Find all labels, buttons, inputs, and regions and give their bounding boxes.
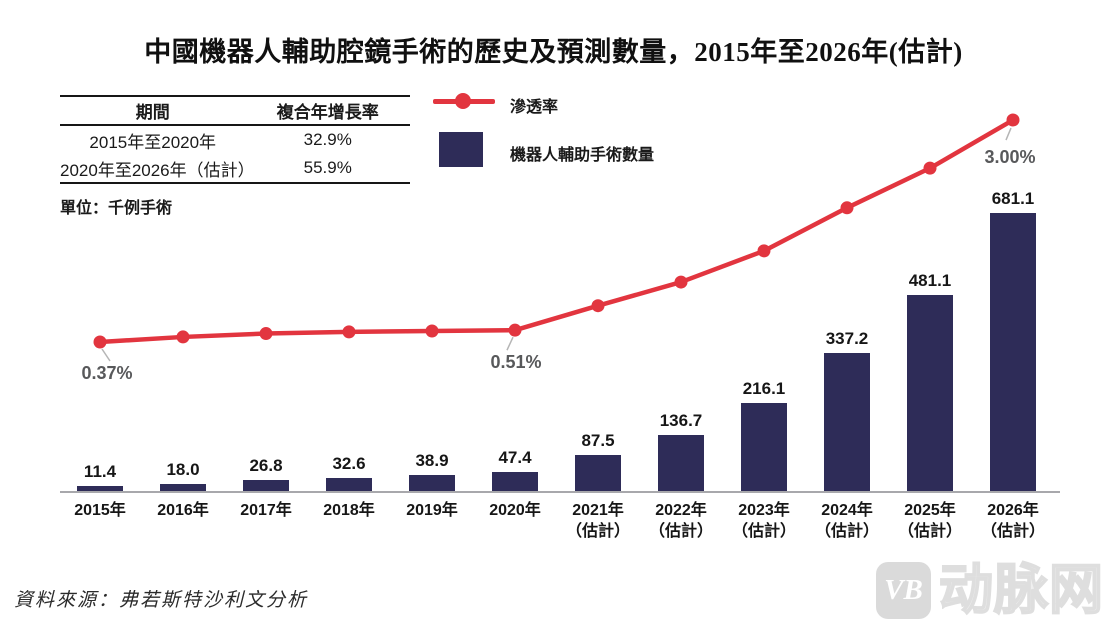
bar [824, 353, 870, 491]
x-axis-label: 2024年 （估計） [814, 502, 879, 540]
bar-value-label: 11.4 [83, 462, 117, 482]
line-point [757, 244, 771, 258]
penetration-rate-label: 0.37% [81, 363, 133, 383]
bar [77, 486, 123, 491]
bar [326, 477, 372, 491]
bar [990, 213, 1036, 491]
bar [575, 455, 621, 491]
x-axis-label: 2023年 （估計） [731, 502, 796, 540]
x-axis-label: 2019年 [406, 502, 458, 519]
line-point [674, 275, 688, 289]
x-axis-line [60, 491, 1060, 493]
bar [658, 435, 704, 491]
x-axis-label: 2025年 （估計） [897, 502, 962, 540]
bar-value-label: 32.6 [332, 453, 366, 473]
label-leader-line [101, 348, 111, 362]
x-axis-label: 2017年 [240, 502, 292, 519]
bar [492, 471, 538, 491]
bar [243, 480, 289, 491]
bar-value-label: 26.8 [249, 456, 283, 476]
chart-title: 中國機器人輔助腔鏡手術的歷史及預測數量，2015年至2026年(估計) [144, 37, 963, 67]
x-axis-label: 2018年 [323, 502, 375, 519]
bar [907, 294, 953, 491]
penetration-rate-label: 0.51% [490, 352, 542, 373]
bar [741, 402, 787, 491]
bar [409, 475, 455, 491]
line-point [1006, 113, 1020, 127]
bar-value-label: 38.9 [415, 451, 449, 471]
x-axis-label: 2021年 （估計） [565, 502, 630, 540]
line-point [508, 323, 522, 337]
legend-line-dot-icon [455, 93, 471, 109]
bar-value-label: 216.1 [742, 378, 786, 398]
line-point [93, 335, 107, 349]
cagr-header-rate: 複合年增長率 [276, 103, 379, 122]
line-point [840, 201, 854, 215]
bar-value-label: 337.2 [825, 329, 869, 349]
line-point [591, 299, 605, 313]
penetration-line [99, 118, 1015, 345]
x-axis-label: 2016年 [157, 502, 209, 519]
bar-value-label: 136.7 [659, 411, 703, 431]
line-point [923, 161, 937, 175]
bar-value-label: 481.1 [908, 270, 952, 290]
label-leader-line [506, 336, 514, 351]
line-point [425, 324, 439, 338]
x-axis-label: 2020年 [489, 502, 541, 519]
label-leader-line [1005, 127, 1012, 141]
bar-value-label: 681.1 [991, 189, 1035, 208]
vb-logo-icon: VB [876, 562, 931, 619]
bar-value-label: 87.5 [581, 431, 615, 451]
line-point [259, 327, 273, 341]
x-axis-label: 2026年 （估計） [980, 502, 1045, 540]
bar-value-label: 18.0 [166, 459, 200, 479]
line-point [176, 330, 190, 344]
x-axis-label: 2022年 （估計） [648, 502, 713, 540]
penetration-rate-label: 3.00% [984, 147, 1036, 168]
legend-penetration-label: 滲透率 [510, 99, 559, 116]
line-point [342, 325, 356, 339]
watermark-text: 动脉网 [938, 560, 1104, 620]
cagr-header-period: 期間 [135, 103, 170, 122]
vb-logo-text: VB [884, 574, 923, 606]
watermark-logo: VB 动脉网 [876, 560, 1104, 620]
bar-value-label: 47.4 [498, 447, 532, 467]
source-note: 資料來源：弗若斯特沙利文分析 [14, 590, 309, 611]
bar [160, 483, 206, 491]
x-axis-label: 2015年 [74, 502, 126, 519]
